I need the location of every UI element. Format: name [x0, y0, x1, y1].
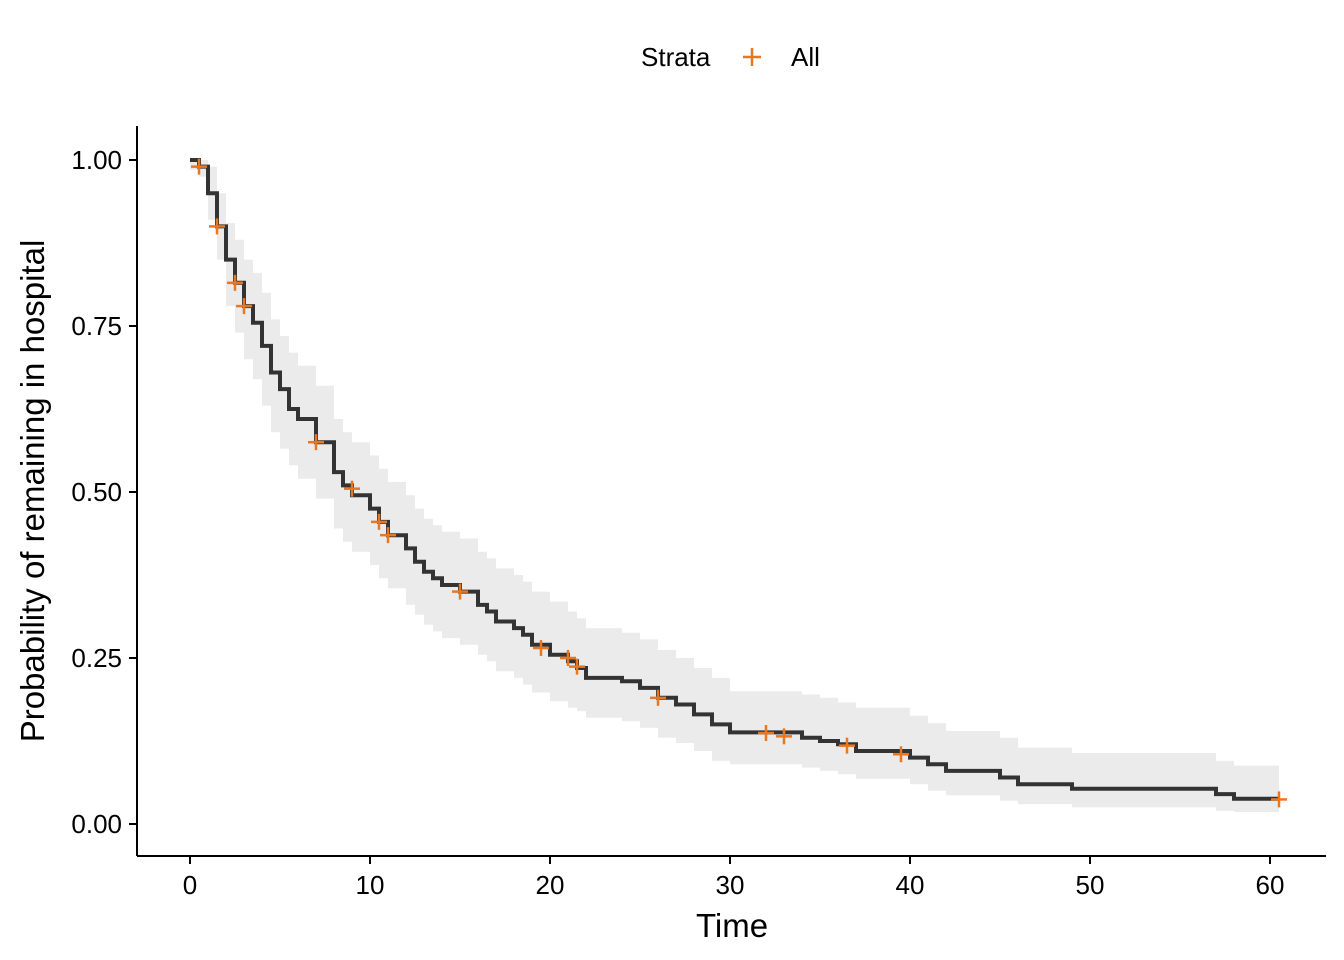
legend-title: Strata [641, 42, 711, 72]
censor-mark [776, 728, 792, 745]
y-tick-label: 0.25 [71, 643, 122, 673]
x-tick-label: 0 [183, 870, 197, 900]
legend: Strata All [641, 42, 820, 72]
censor-mark [236, 298, 252, 315]
censor-mark [191, 158, 207, 175]
x-axis-title: Time [696, 907, 768, 944]
censor-mark [452, 583, 468, 600]
legend-marker-plus-icon [743, 48, 761, 66]
x-tick-label: 50 [1076, 870, 1105, 900]
censor-mark [758, 725, 774, 742]
legend-label-all: All [791, 42, 820, 72]
x-tick-label: 10 [356, 870, 385, 900]
censor-mark [839, 737, 855, 754]
y-tick-label: 1.00 [71, 145, 122, 175]
x-tick-label: 60 [1256, 870, 1285, 900]
censor-mark [560, 650, 576, 666]
censor-mark [227, 274, 243, 291]
censor-mark [650, 689, 666, 706]
y-tick-label: 0.75 [71, 311, 122, 341]
censor-mark [569, 658, 585, 675]
y-tick-label: 0.00 [71, 809, 122, 839]
censor-mark [371, 513, 387, 530]
x-tick-label: 20 [536, 870, 565, 900]
censor-mark [533, 640, 549, 657]
survival-curve [190, 158, 1279, 801]
x-tick-label: 40 [896, 870, 925, 900]
censor-mark [893, 746, 909, 763]
survival-step-line [190, 158, 1279, 801]
y-tick-label: 0.50 [71, 477, 122, 507]
y-axis-title: Probability of remaining in hospital [14, 240, 51, 743]
censor-marks [191, 158, 1287, 808]
x-axis-ticks: 0 10 20 30 40 50 60 [183, 856, 1285, 900]
censor-mark [308, 434, 324, 451]
censor-mark [344, 480, 360, 497]
x-tick-label: 30 [716, 870, 745, 900]
y-axis-ticks: 0.00 0.25 0.50 0.75 1.00 [71, 145, 137, 839]
censor-mark [380, 527, 396, 544]
censor-mark [1271, 791, 1287, 808]
censor-mark [209, 218, 225, 235]
